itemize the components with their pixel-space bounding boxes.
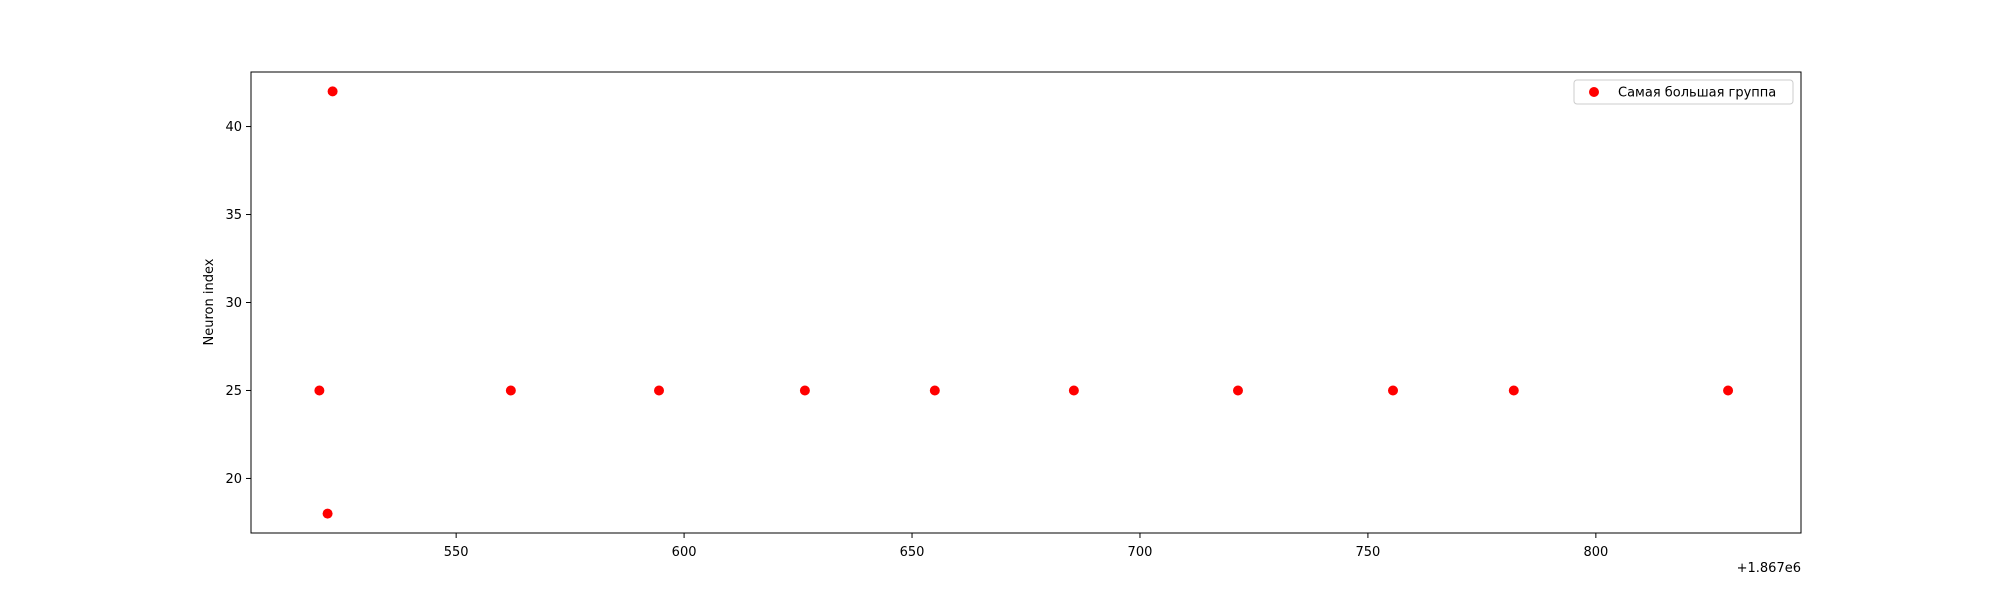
y-tick-label: 30 — [225, 296, 242, 311]
plot-area — [251, 72, 1801, 533]
data-point — [1068, 385, 1079, 396]
y-tick-label: 20 — [225, 472, 242, 487]
data-point — [327, 86, 338, 97]
legend-label: Самая большая группа — [1618, 86, 1776, 101]
x-tick-label: 550 — [444, 545, 469, 560]
x-tick-label: 650 — [900, 545, 925, 560]
data-point — [322, 508, 333, 519]
y-tick-label: 40 — [225, 120, 242, 135]
data-point — [1387, 385, 1398, 396]
x-axis-ticks: 550 600 650 700 750 800 — [444, 533, 1608, 560]
data-point — [1723, 385, 1734, 396]
plot-frame — [250, 71, 1802, 534]
legend-marker — [1589, 87, 1599, 97]
data-point — [1232, 385, 1243, 396]
scatter-points — [314, 86, 1734, 519]
data-point — [314, 385, 325, 396]
x-tick-label: 600 — [672, 545, 697, 560]
y-axis-label: Neuron index — [202, 258, 217, 345]
y-tick-label: 25 — [225, 384, 242, 399]
data-point — [654, 385, 665, 396]
data-point — [929, 385, 940, 396]
y-tick-label: 35 — [225, 208, 242, 223]
y-axis-ticks: 20 25 30 35 40 — [225, 120, 251, 487]
x-offset-label: +1.867e6 — [1737, 561, 1801, 576]
data-point — [505, 385, 516, 396]
legend-box — [1573, 79, 1794, 105]
legend: Самая большая группа — [1573, 79, 1794, 105]
x-tick-label: 750 — [1355, 545, 1380, 560]
x-tick-label: 700 — [1128, 545, 1153, 560]
x-tick-label: 800 — [1583, 545, 1608, 560]
data-point — [799, 385, 810, 396]
data-point — [1508, 385, 1519, 396]
